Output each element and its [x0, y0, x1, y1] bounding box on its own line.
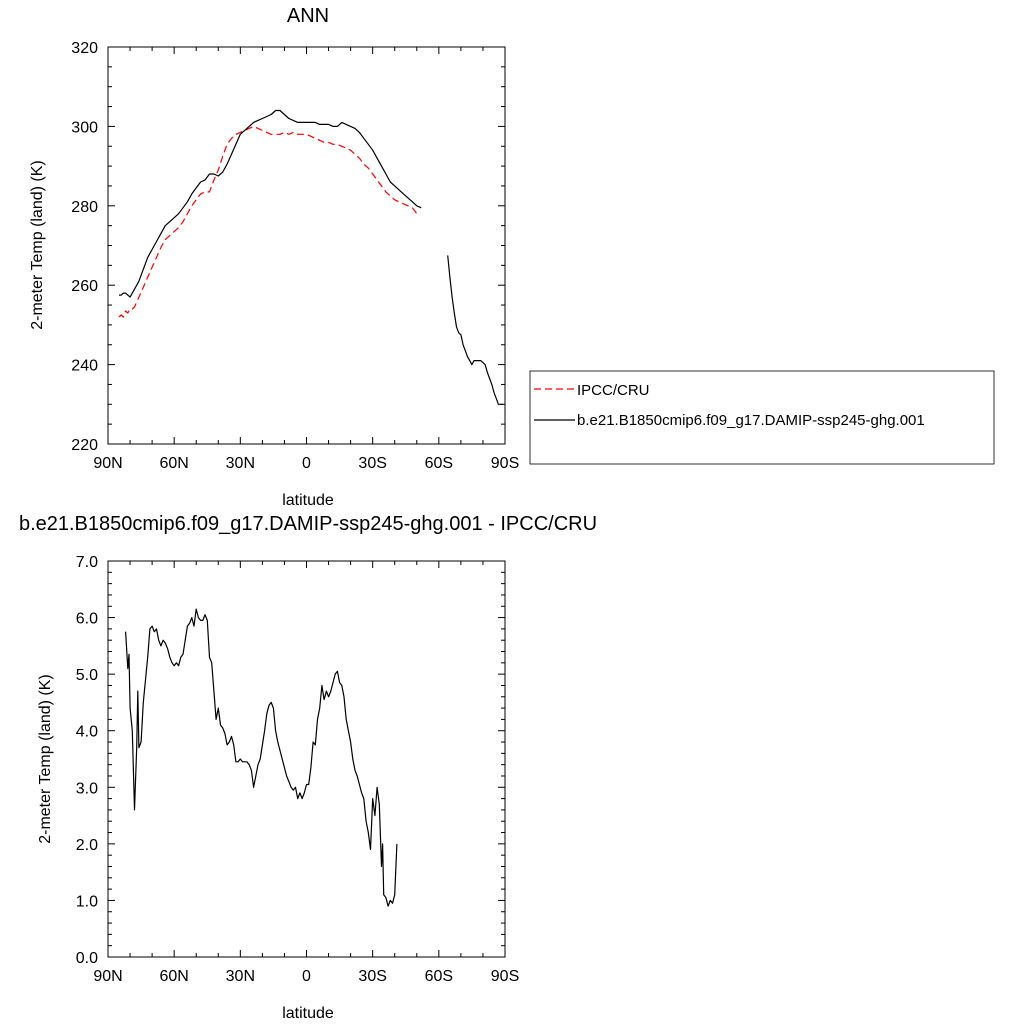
x-tick-label: 60N	[159, 455, 188, 472]
legend-label-ipcc-cru: IPCC/CRU	[577, 382, 650, 399]
y-tick-label: 240	[71, 358, 98, 375]
y-tick-label: 3.0	[76, 780, 98, 797]
x-tick-label: 30S	[358, 968, 386, 985]
x-tick-label: 90N	[93, 455, 122, 472]
y-tick-label: 2.0	[76, 837, 98, 854]
x-axis-label-bottom: latitude	[282, 1005, 334, 1022]
x-tick-label: 30N	[226, 455, 255, 472]
x-tick-label: 90S	[491, 455, 519, 472]
x-tick-label: 0	[302, 455, 311, 472]
x-tick-label: 90N	[93, 968, 122, 985]
plot-lines-bottom	[125, 608, 398, 907]
legend-box	[529, 370, 995, 465]
y-tick-label: 5.0	[76, 667, 98, 684]
y-tick-label: 7.0	[76, 554, 98, 571]
series-line-top-1-0	[119, 109, 422, 298]
y-axis-label-top: 2-meter Temp (land) (K)	[29, 160, 46, 330]
y-tick-label: 4.0	[76, 724, 98, 741]
chart-panel-bottom: b.e21.B1850cmip6.f09_g17.DAMIP-ssp245-gh…	[19, 513, 597, 1022]
x-tick-label: 60N	[159, 968, 188, 985]
y-tick-label: 1.0	[76, 893, 98, 910]
y-tick-label: 300	[71, 119, 98, 136]
plot-frame-top	[107, 46, 506, 445]
x-tick-label: 60S	[425, 968, 453, 985]
legend: IPCC/CRU b.e21.B1850cmip6.f09_g17.DAMIP-…	[529, 370, 995, 465]
chart-panel-top: ANN 90N 60N 30N 0 30S 60S 90S 220 240 260 280 300 32…	[29, 5, 519, 509]
x-tick-label: 30S	[358, 455, 386, 472]
x-tick-label: 60S	[425, 455, 453, 472]
axis-ticks-bottom: 90N 60N 30N 0 30S 60S 90S 0.0 1.0 2.0 3.0 4.0 5.0 6.0…	[76, 554, 519, 985]
x-axis-label-top: latitude	[282, 492, 334, 509]
chart-title-bottom: b.e21.B1850cmip6.f09_g17.DAMIP-ssp245-gh…	[19, 513, 597, 535]
x-tick-label: 30N	[226, 968, 255, 985]
plot-lines-top	[118, 109, 503, 405]
legend-label-model: b.e21.B1850cmip6.f09_g17.DAMIP-ssp245-gh…	[577, 412, 925, 429]
axis-ticks-top: 90N 60N 30N 0 30S 60S 90S 220 240 260 280 300 320	[71, 40, 519, 472]
y-tick-label: 280	[71, 199, 98, 216]
series-line-top-1-1	[447, 255, 503, 405]
series-line-top-0-0	[118, 125, 420, 318]
x-tick-label: 0	[302, 968, 311, 985]
plot-frame-bottom	[107, 560, 506, 958]
y-tick-label: 220	[71, 437, 98, 454]
y-tick-label: 0.0	[76, 950, 98, 967]
chart-title-top: ANN	[287, 5, 329, 27]
y-tick-label: 260	[71, 278, 98, 295]
y-tick-label: 6.0	[76, 611, 98, 628]
y-tick-label: 320	[71, 40, 98, 57]
x-tick-label: 90S	[491, 968, 519, 985]
y-axis-label-bottom: 2-meter Temp (land) (K)	[37, 674, 54, 844]
series-line-bottom-0-0	[125, 608, 398, 907]
